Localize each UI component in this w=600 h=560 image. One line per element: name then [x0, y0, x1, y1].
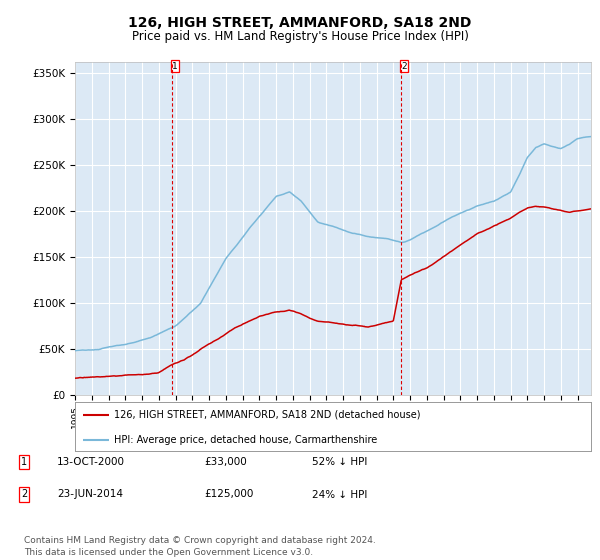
Text: 126, HIGH STREET, AMMANFORD, SA18 2ND (detached house): 126, HIGH STREET, AMMANFORD, SA18 2ND (d…	[114, 410, 420, 420]
Text: 1: 1	[172, 62, 178, 71]
Text: 13-OCT-2000: 13-OCT-2000	[57, 457, 125, 467]
Text: 24% ↓ HPI: 24% ↓ HPI	[312, 489, 367, 500]
Text: £33,000: £33,000	[204, 457, 247, 467]
Text: 2: 2	[21, 489, 27, 500]
Text: HPI: Average price, detached house, Carmarthenshire: HPI: Average price, detached house, Carm…	[114, 435, 377, 445]
Text: 126, HIGH STREET, AMMANFORD, SA18 2ND: 126, HIGH STREET, AMMANFORD, SA18 2ND	[128, 16, 472, 30]
Text: Contains HM Land Registry data © Crown copyright and database right 2024.
This d: Contains HM Land Registry data © Crown c…	[24, 536, 376, 557]
Text: 1: 1	[21, 457, 27, 467]
Text: Price paid vs. HM Land Registry's House Price Index (HPI): Price paid vs. HM Land Registry's House …	[131, 30, 469, 43]
Text: £125,000: £125,000	[204, 489, 253, 500]
Text: 52% ↓ HPI: 52% ↓ HPI	[312, 457, 367, 467]
Text: 23-JUN-2014: 23-JUN-2014	[57, 489, 123, 500]
Text: 2: 2	[401, 62, 407, 71]
